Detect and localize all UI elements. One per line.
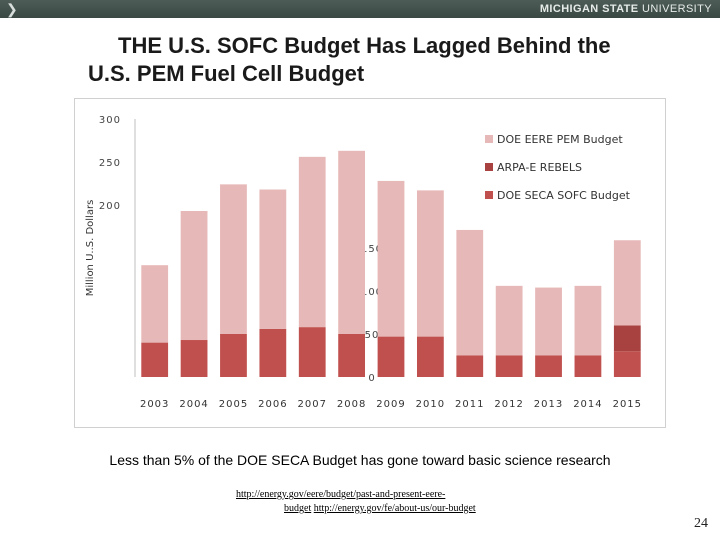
x-tick-label: 2006: [258, 399, 287, 410]
bar-segment: [180, 340, 208, 377]
bar-segment: [495, 285, 523, 356]
bar-segment: [613, 351, 641, 377]
source-link-eere-budget[interactable]: budget: [284, 503, 312, 514]
legend-label: DOE EERE PEM Budget: [497, 133, 623, 146]
bar-segment: [456, 229, 484, 356]
y-tick-label: 100: [361, 287, 383, 298]
y-tick-label: 50: [365, 330, 380, 341]
bar-segment: [416, 190, 444, 337]
x-tick-label: 2004: [179, 399, 208, 410]
x-tick-label: 2011: [455, 399, 484, 410]
x-tick-label: 2009: [376, 399, 405, 410]
x-tick-label: 2013: [534, 399, 563, 410]
bar-segment: [535, 355, 562, 377]
bar-segment: [298, 156, 326, 328]
bar-segment: [495, 355, 523, 377]
y-tick-label: 0: [368, 373, 375, 384]
bar-segment: [141, 342, 169, 377]
legend-swatch: [485, 191, 493, 199]
bar-segment: [259, 189, 287, 329]
chart-container: 0 50 100 150 200 250 300 Million U..S. Dollars 2…: [74, 98, 666, 428]
header-bar: ❯ MICHIGAN STATE UNIVERSITY: [0, 0, 720, 18]
y-tick-label: 250: [99, 158, 121, 169]
legend-label: DOE SECA SOFC Budget: [497, 189, 631, 202]
source-links: http://energy.gov/eere/budget/past-and-p…: [236, 488, 526, 516]
y-tick-label: 150: [361, 244, 383, 255]
bar-segment: [338, 334, 366, 377]
page-number: 24: [694, 516, 708, 531]
chevron-right-icon: ❯: [6, 1, 18, 17]
y-tick-label: 300: [99, 115, 121, 126]
bar-segment: [535, 287, 562, 356]
bar-segment: [298, 327, 326, 377]
bar-segment: [220, 334, 247, 377]
slide-title: THE U.S. SOFC Budget Has Lagged Behind t…: [88, 32, 698, 88]
bar-segment: [377, 180, 405, 337]
source-link-eere[interactable]: http://energy.gov/eere/budget/past-and-p…: [236, 489, 446, 500]
bar-segment: [141, 265, 169, 343]
bar-segment: [613, 325, 641, 352]
stacked-bar-chart: 0 50 100 150 200 250 300 Million U..S. Dollars 2…: [85, 115, 642, 410]
x-tick-label: 2007: [298, 399, 327, 410]
bar-segment: [220, 184, 247, 334]
y-axis-label: Million U..S. Dollars: [85, 200, 96, 297]
bar-segment: [338, 150, 366, 334]
bar-segment: [574, 355, 602, 377]
source-link-fe[interactable]: http://energy.gov/fe/about-us/our-budget: [313, 503, 476, 514]
x-tick-label: 2014: [573, 399, 602, 410]
title-line-2: U.S. PEM Fuel Cell Budget: [88, 61, 365, 86]
legend-swatch: [485, 135, 493, 143]
legend-label: ARPA-E REBELS: [497, 161, 582, 174]
y-tick-label: 200: [99, 201, 121, 212]
title-line-1: THE U.S. SOFC Budget Has Lagged Behind t…: [118, 33, 611, 58]
bar-segment: [180, 211, 208, 341]
x-tick-label: 2012: [494, 399, 523, 410]
slide-caption: Less than 5% of the DOE SECA Budget has …: [109, 452, 611, 468]
bar-segment: [416, 336, 444, 377]
legend-swatch: [485, 163, 493, 171]
bar-segment: [456, 355, 484, 377]
bar-segment: [377, 336, 405, 377]
x-tick-label: 2010: [416, 399, 445, 410]
university-brand: MICHIGAN STATE UNIVERSITY: [539, 3, 712, 15]
x-tick-label: 2003: [140, 399, 169, 410]
x-tick-label: 2015: [613, 399, 642, 410]
bar-segment: [613, 240, 641, 326]
x-tick-label: 2005: [219, 399, 248, 410]
bar-segment: [574, 285, 602, 356]
x-tick-label: 2008: [337, 399, 366, 410]
bar-segment: [259, 328, 287, 377]
